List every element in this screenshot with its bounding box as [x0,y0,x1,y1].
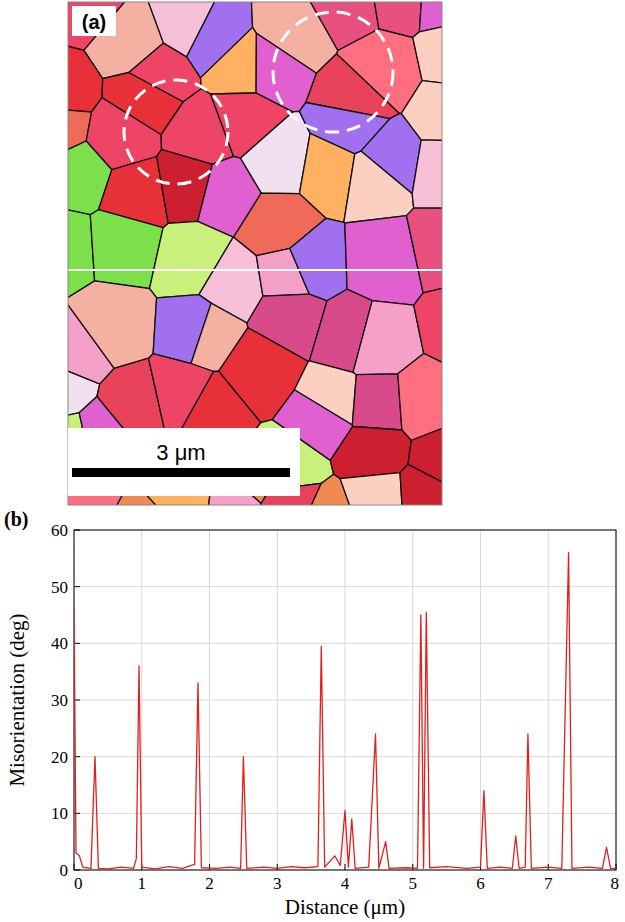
line-series [74,553,616,869]
tick-label: 7 [544,874,553,893]
grain [344,151,414,223]
tick-label: 10 [51,804,68,823]
tick [277,864,278,870]
axis-title: Misorientation (deg) [5,613,29,786]
tick-label: 5 [409,874,418,893]
grid-line [209,530,210,870]
tick-label: 50 [51,578,68,597]
tick-label: 8 [611,874,620,893]
line-scan [68,269,442,271]
tick [74,813,80,814]
grain [407,208,443,293]
panel-label: (b) [4,508,28,531]
scale-bar [72,468,290,477]
tick-label: 3 [273,874,282,893]
highlight-circle [124,80,228,184]
grain [330,427,411,479]
highlight-circle [273,12,393,132]
grain [352,374,402,430]
scale-bar-label: 3 μm [156,440,205,465]
grain [68,281,157,368]
tick-label: 40 [51,634,68,653]
panel-label: (a) [82,11,106,33]
axis-title: Distance (μm) [285,895,405,919]
tick-label: 30 [51,691,68,710]
tick [74,586,80,587]
tick-label: 60 [51,521,68,540]
data-layer [74,553,616,869]
axes: 0 10 20 30 40 50 60 0 1 2 3 4 5 6 7 8 [51,521,619,893]
tick-label: 0 [60,861,69,880]
tick [209,864,210,870]
tick-label: 6 [476,874,485,893]
grid-line [480,530,481,870]
scale-bar-bg [68,428,300,496]
grain-map [68,2,442,505]
tick-label: 2 [205,874,214,893]
figure: (a) 3 μm (b) 0 10 20 30 40 50 60 0 1 2 3 4 5 6 7 8 Distance… [0,0,625,922]
grain [412,140,442,209]
grain [400,464,442,505]
label-bg [72,6,116,36]
tick-label: 1 [138,874,147,893]
plot-frame [74,530,616,870]
grain [68,39,103,112]
grid-line [548,530,549,870]
grain [413,21,442,87]
tick-label: 0 [74,874,83,893]
grain [290,218,347,300]
map-frame [68,2,442,505]
grain [401,81,442,142]
grain [201,27,257,94]
grid-line [412,530,413,870]
grain [398,353,442,440]
tick [345,864,346,870]
grid-line [277,530,278,870]
tick-label: 4 [341,874,350,893]
tick-label: 20 [51,748,68,767]
grain [340,473,404,505]
tick [412,864,413,870]
